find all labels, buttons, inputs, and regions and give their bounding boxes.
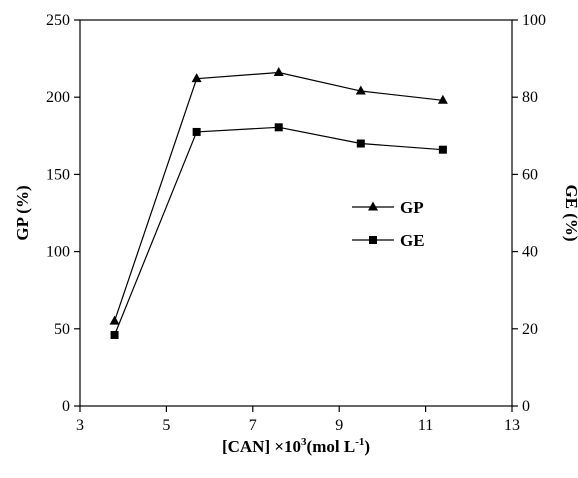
legend-label-ge: GE [400, 231, 425, 250]
left-y-tick-label: 250 [46, 12, 70, 29]
data-point-ge [438, 145, 447, 154]
right-y-tick-label: 80 [522, 89, 538, 106]
x-axis-label-main: [CAN] ×10 [222, 437, 301, 456]
legend: GP GE [352, 198, 425, 250]
x-tick-label: 7 [249, 417, 257, 434]
right-y-axis-ticks: 0 20 40 60 80 100 [512, 12, 546, 415]
left-y-axis-ticks: 0 50 100 150 200 250 [46, 12, 80, 415]
left-y-tick-label: 200 [46, 89, 70, 106]
data-point-gp [191, 73, 202, 83]
x-tick-label: 11 [418, 417, 433, 434]
right-y-tick-label: 60 [522, 166, 538, 183]
x-tick-label: 9 [335, 417, 343, 434]
x-axis-label-end: ) [364, 437, 370, 456]
x-axis-label-unit: (mol L [307, 437, 356, 456]
left-y-tick-label: 150 [46, 166, 70, 183]
legend-label-gp: GP [400, 198, 424, 217]
left-y-tick-label: 0 [62, 398, 70, 415]
series-layer [109, 66, 448, 339]
right-y-axis-label: GE (%) [562, 184, 578, 241]
data-point-ge [274, 123, 283, 132]
data-point-gp [437, 94, 448, 104]
x-axis-label-sup: 3 [301, 436, 307, 448]
data-point-ge [356, 139, 365, 148]
x-axis-label-unit-sup: -1 [355, 436, 364, 448]
x-tick-label: 5 [162, 417, 170, 434]
right-y-tick-label: 40 [522, 244, 538, 261]
x-tick-label: 3 [76, 417, 84, 434]
plot-frame [79, 19, 513, 407]
x-tick-label: 13 [504, 417, 520, 434]
data-point-gp [109, 315, 120, 325]
data-point-gp [355, 85, 366, 95]
x-axis-label: [CAN] ×103(mol L-1) [222, 436, 370, 456]
x-axis-ticks: 3 5 7 9 11 13 [76, 406, 520, 434]
data-point-gp [273, 66, 284, 76]
right-y-tick-label: 20 [522, 321, 538, 338]
legend-marker-gp [368, 201, 378, 211]
left-y-axis-label: GP (%) [13, 185, 32, 240]
data-point-ge [192, 127, 201, 136]
right-y-tick-label: 0 [522, 398, 530, 415]
left-y-tick-label: 100 [46, 244, 70, 261]
series-line-ge [114, 126, 443, 336]
data-point-ge [110, 330, 119, 339]
left-y-tick-label: 50 [54, 321, 70, 338]
legend-marker-ge [369, 236, 377, 244]
series-line-gp [113, 71, 443, 322]
right-y-tick-label: 100 [522, 12, 546, 29]
